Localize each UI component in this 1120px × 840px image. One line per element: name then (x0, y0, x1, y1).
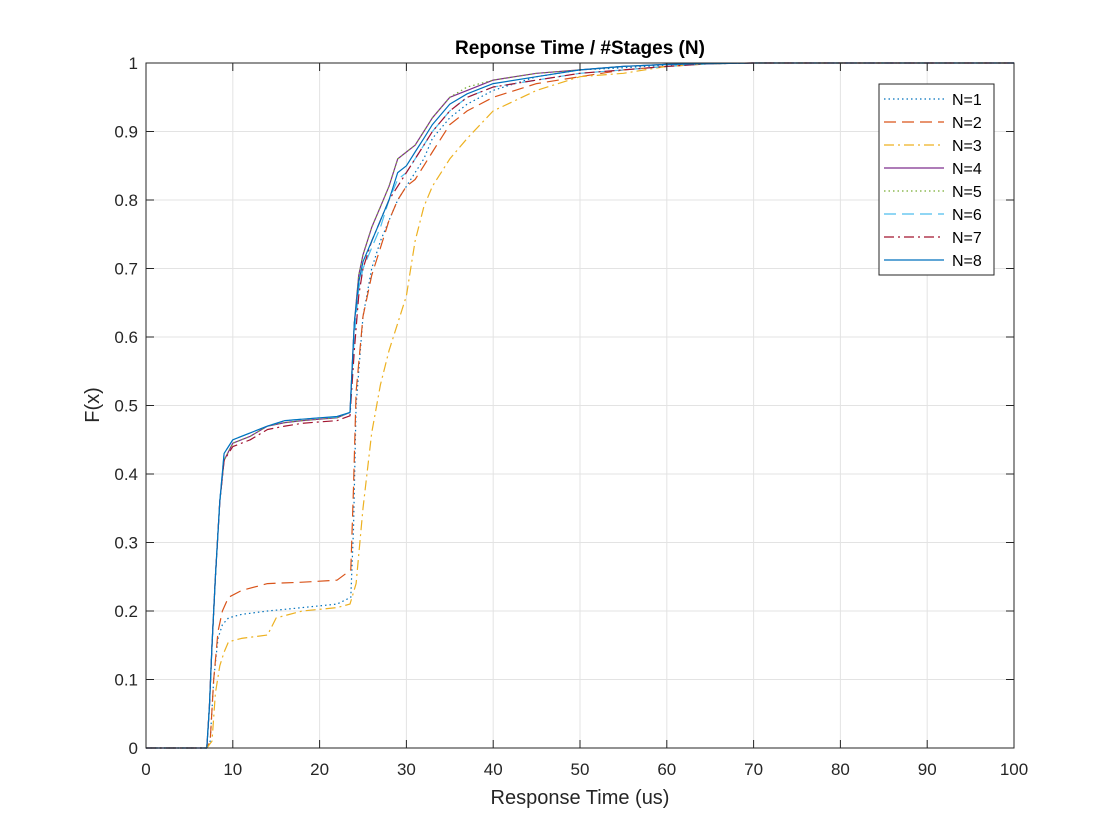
x-tick-label: 90 (918, 760, 937, 779)
x-tick-label: 20 (310, 760, 329, 779)
y-tick-label: 0.7 (114, 260, 138, 279)
y-tick-label: 0.5 (114, 397, 138, 416)
legend-label: N=4 (952, 161, 982, 178)
legend-label: N=1 (952, 92, 982, 109)
x-tick-label: 10 (223, 760, 242, 779)
y-tick-label: 1 (129, 54, 138, 73)
legend-label: N=2 (952, 115, 982, 132)
y-tick-label: 0 (129, 739, 138, 758)
x-tick-label: 40 (484, 760, 503, 779)
x-tick-label: 30 (397, 760, 416, 779)
axis-ticks: 0 10 20 30 40 50 60 70 80 90 100 0 0.1 0.2 0.3 0.4 0.5 0.… (114, 54, 1028, 779)
legend: N=1 N=2 N=3 N=4 N=5 N=6 N=7 N=8 (878, 83, 995, 276)
x-axis-label: Response Time (us) (491, 787, 670, 809)
series-line-n-1 (146, 62, 1014, 749)
y-tick-label: 0.6 (114, 328, 138, 347)
chart-title: Reponse Time / #Stages (N) (455, 38, 705, 59)
y-tick-label: 0.3 (114, 534, 138, 553)
legend-label: N=8 (952, 253, 982, 270)
legend-box (878, 83, 995, 276)
y-tick-label: 0.9 (114, 123, 138, 142)
legend-label: N=6 (952, 207, 982, 224)
y-tick-label: 0.1 (114, 671, 138, 690)
legend-label: N=3 (952, 138, 982, 155)
legend-label: N=7 (952, 230, 982, 247)
y-axis-label: F(x) (82, 387, 104, 423)
x-tick-label: 70 (744, 760, 763, 779)
y-tick-label: 0.2 (114, 602, 138, 621)
x-tick-label: 100 (1000, 760, 1028, 779)
x-tick-label: 0 (141, 760, 150, 779)
legend-label: N=5 (952, 184, 982, 201)
series-line-n-3 (146, 62, 1014, 749)
x-tick-label: 50 (571, 760, 590, 779)
x-tick-label: 60 (657, 760, 676, 779)
series-line-n-2 (146, 62, 1014, 749)
x-tick-label: 80 (831, 760, 850, 779)
y-tick-label: 0.8 (114, 191, 138, 210)
y-tick-label: 0.4 (114, 465, 138, 484)
